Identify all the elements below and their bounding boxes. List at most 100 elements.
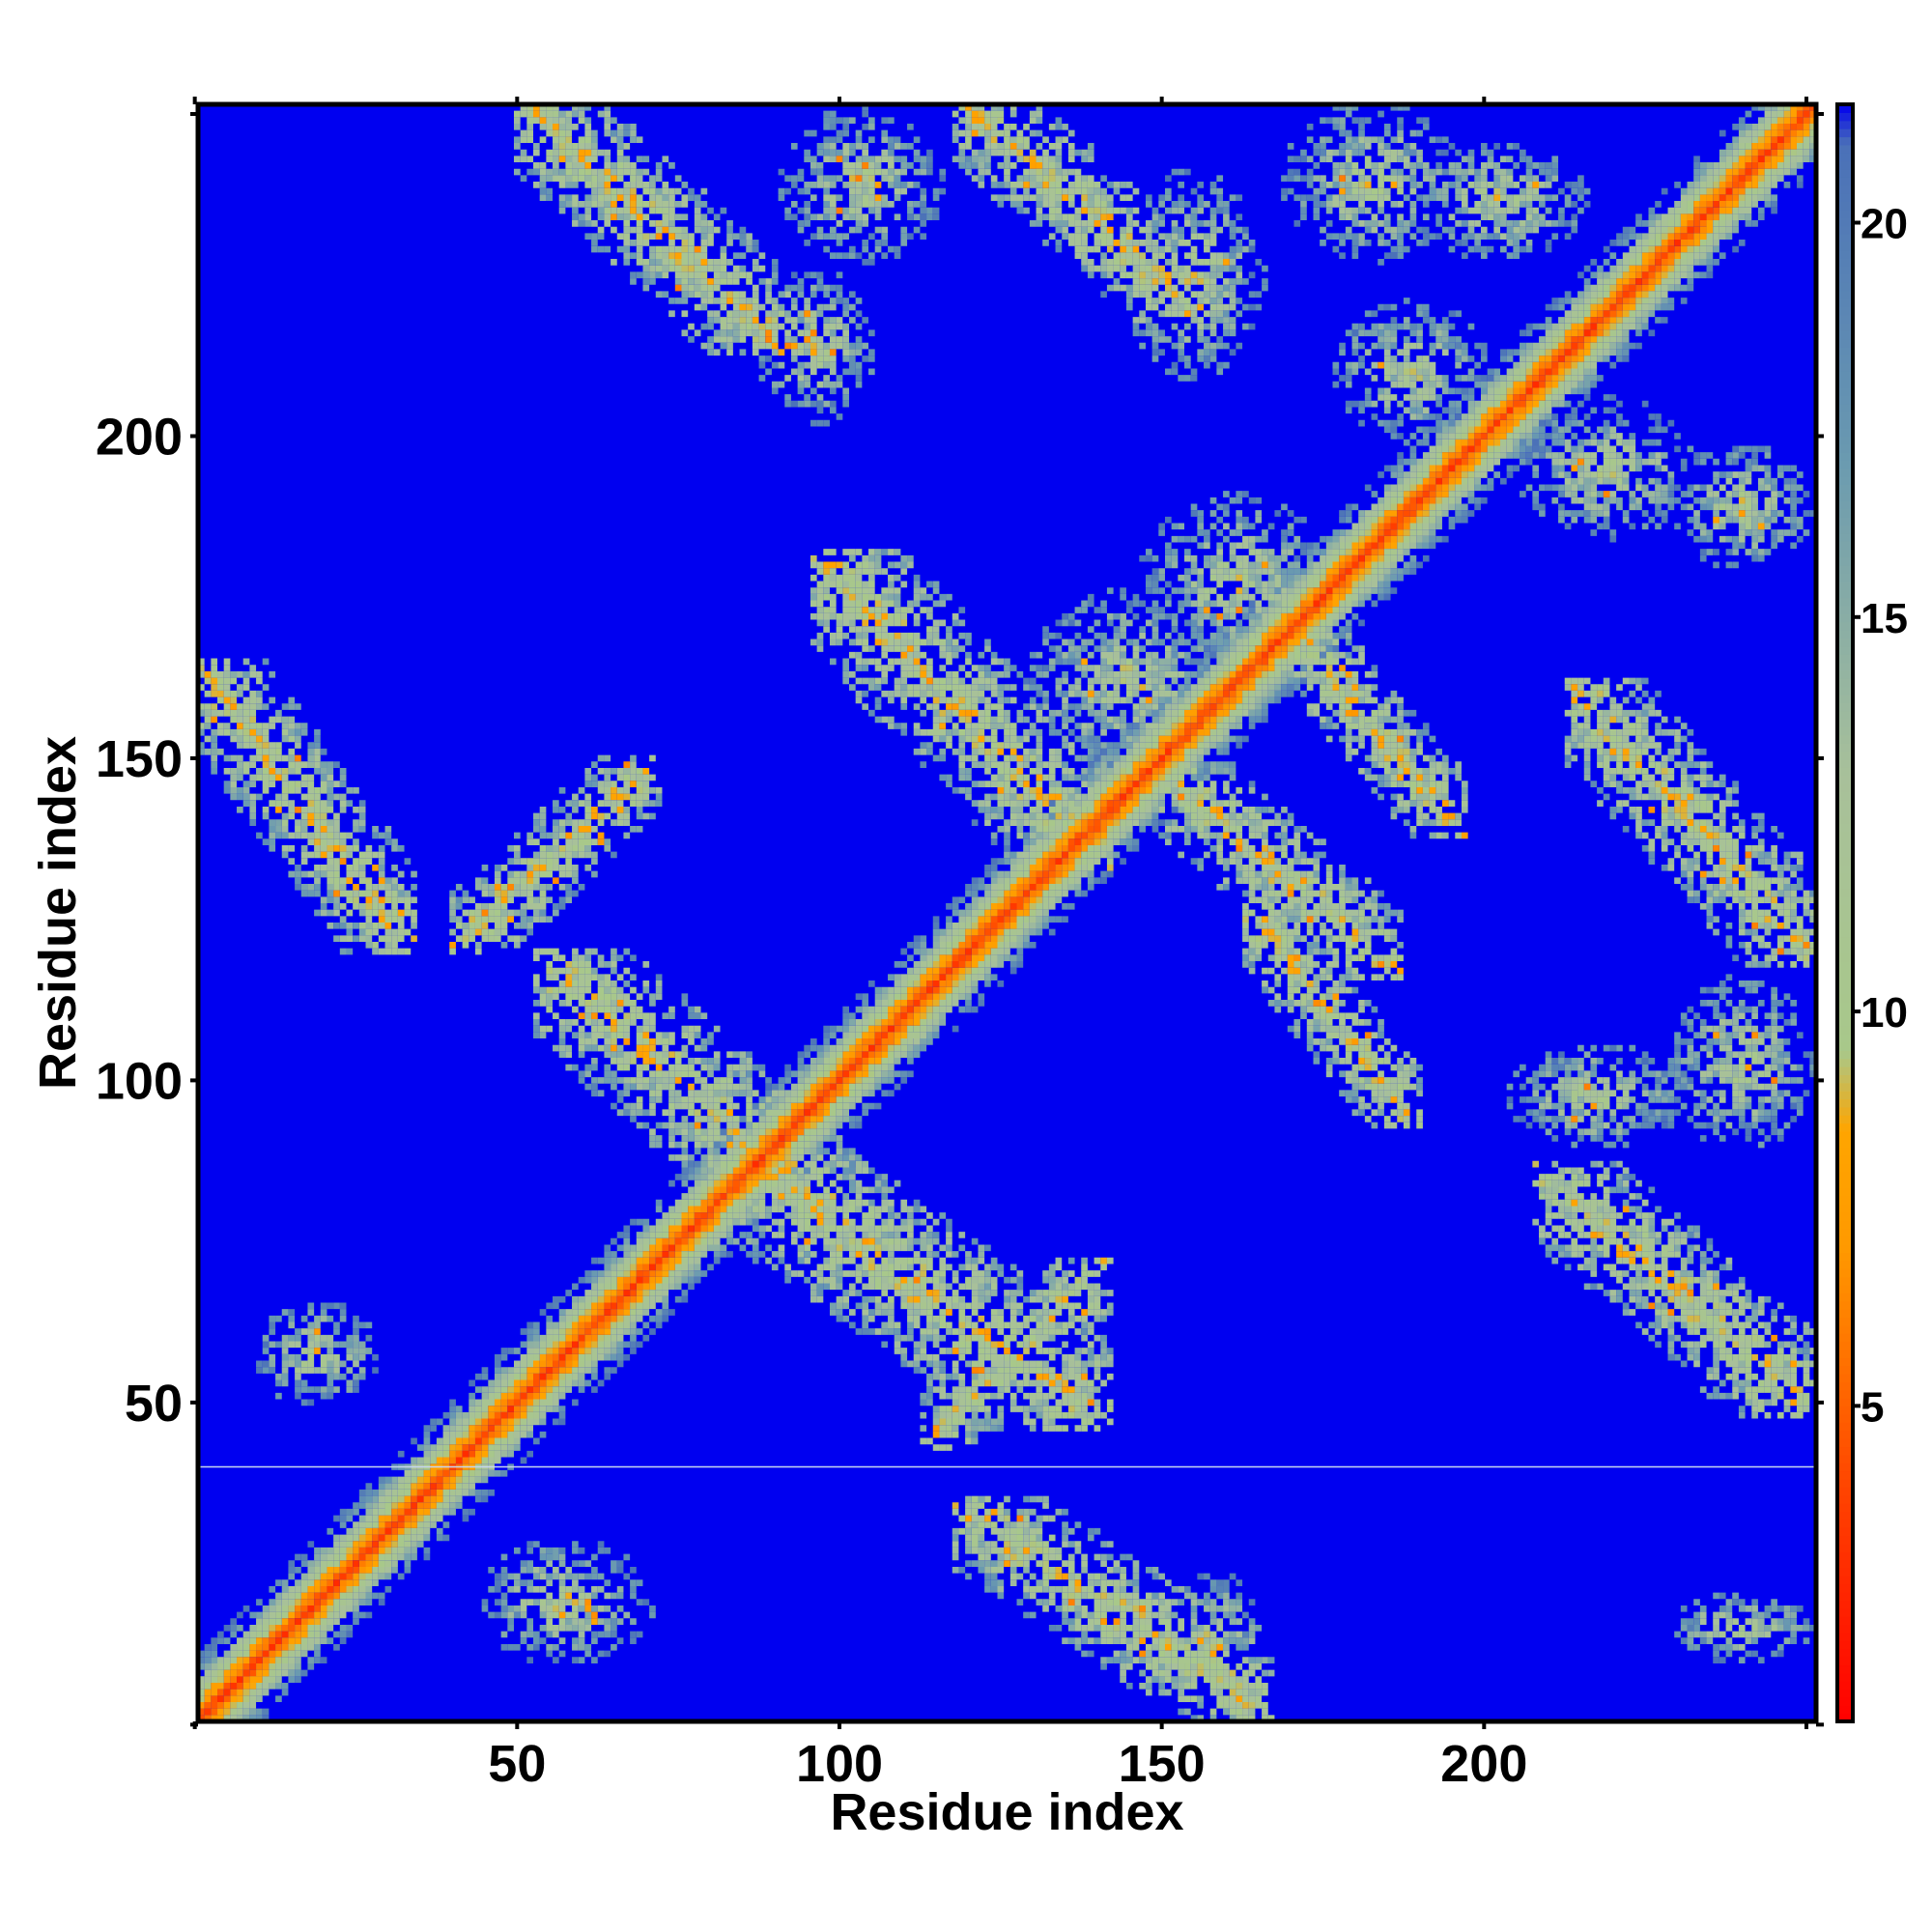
colorbar-segment xyxy=(1837,1195,1853,1205)
colorbar-segment xyxy=(1837,1155,1853,1165)
colorbar-tick-label: 10 xyxy=(1861,989,1908,1037)
colorbar-segment xyxy=(1837,605,1853,614)
colorbar-segment xyxy=(1837,1430,1853,1439)
colorbar-segment xyxy=(1837,872,1853,882)
colorbar-segment xyxy=(1837,1576,1853,1585)
heatmap-cells xyxy=(790,110,1810,1129)
colorbar-segment xyxy=(1837,540,1853,550)
colorbar-segment xyxy=(1837,1672,1853,1682)
colorbar-segment xyxy=(1837,961,1853,971)
colorbar-segment xyxy=(1837,1139,1853,1149)
colorbar-segment xyxy=(1837,549,1853,558)
colorbar-segment xyxy=(1837,1374,1853,1383)
colorbar-segment xyxy=(1837,1002,1853,1011)
colorbar-segment xyxy=(1837,1122,1853,1132)
colorbar-segment xyxy=(1837,403,1853,412)
colorbar-segment xyxy=(1837,451,1853,461)
colorbar-segment xyxy=(1837,1300,1853,1310)
colorbar-segment xyxy=(1837,193,1853,203)
heatmap-cells xyxy=(1693,1315,1700,1322)
colorbar-segment xyxy=(1837,638,1853,647)
colorbar-segment xyxy=(1837,217,1853,227)
colorbar-segment xyxy=(1837,734,1853,744)
colorbar-segment xyxy=(1837,1349,1853,1358)
heatmap-cells xyxy=(739,1141,747,1149)
colorbar-segment xyxy=(1837,1009,1853,1019)
heatmap-cells xyxy=(1629,1257,1636,1264)
colorbar-segment xyxy=(1837,1592,1853,1602)
colorbar-segment xyxy=(1837,1583,1853,1593)
colorbar-segment xyxy=(1837,1648,1853,1658)
colorbar-segment xyxy=(1837,1236,1853,1245)
heatmap-cells xyxy=(984,1585,991,1593)
colorbar-segment xyxy=(1837,225,1853,235)
colorbar-segment xyxy=(1837,355,1853,364)
colorbar-segment xyxy=(1837,767,1853,777)
colorbar-segment xyxy=(1837,1098,1853,1108)
heatmap-cells xyxy=(823,568,830,575)
colorbar-segment xyxy=(1837,1616,1853,1626)
colorbar-segment xyxy=(1837,1664,1853,1674)
colorbar-segment xyxy=(1837,556,1853,566)
heatmap-cells xyxy=(920,1012,927,1020)
colorbar-segment xyxy=(1837,492,1853,501)
colorbar-segment xyxy=(1837,1285,1853,1293)
colorbar-segment xyxy=(1837,1268,1853,1278)
heatmap-cells xyxy=(1067,1406,1075,1412)
heatmap-cells xyxy=(1325,665,1333,671)
colorbar-segment xyxy=(1837,1413,1853,1423)
colorbar-segment xyxy=(1837,1446,1853,1456)
colorbar-segment xyxy=(1837,322,1853,331)
heatmap-cells xyxy=(1042,851,1049,859)
heatmap-cells xyxy=(713,1109,721,1117)
colorbar-segment xyxy=(1837,815,1853,825)
heatmap-cells xyxy=(462,935,469,943)
heatmap-cells xyxy=(1158,271,1165,279)
colorbar-segment xyxy=(1837,1365,1853,1375)
heatmap-cells xyxy=(358,1573,366,1580)
heatmap-cells xyxy=(1435,497,1442,504)
heatmap-cells xyxy=(533,226,1700,1387)
colorbar-segment xyxy=(1837,1494,1853,1504)
heatmap-cells xyxy=(1764,1353,1772,1361)
heatmap-cells xyxy=(211,117,1797,1651)
colorbar-segment xyxy=(1837,201,1853,211)
y-axis-title: Residue index xyxy=(29,736,87,1090)
colorbar-segment xyxy=(1837,330,1853,340)
colorbar-segment xyxy=(1837,1317,1853,1326)
colorbar-segment xyxy=(1837,880,1853,890)
colorbar-segment xyxy=(1837,581,1853,590)
colorbar-segment xyxy=(1837,1463,1853,1472)
colorbar-segment xyxy=(1837,1228,1853,1237)
colorbar-segment xyxy=(1837,758,1853,768)
heatmap-cells xyxy=(211,104,1817,1721)
colorbar-segment xyxy=(1837,848,1853,858)
heatmap-cells xyxy=(700,1193,708,1200)
colorbar-segment xyxy=(1837,1252,1853,1262)
x-ticks: 50 100 150 200 xyxy=(192,97,1808,1793)
heatmap-cells xyxy=(1262,844,1268,852)
heatmap-cells xyxy=(353,1379,359,1387)
colorbar-segment xyxy=(1837,993,1853,1003)
colorbar-segment xyxy=(1837,589,1853,599)
colorbar-segment xyxy=(1837,419,1853,429)
colorbar-segment xyxy=(1837,839,1853,849)
colorbar-segment xyxy=(1837,565,1853,575)
colorbar-segment xyxy=(1837,985,1853,995)
colorbar-segment xyxy=(1837,1204,1853,1213)
x-tick-label: 200 xyxy=(1440,1735,1527,1793)
colorbar-segment xyxy=(1837,443,1853,453)
colorbar-segment xyxy=(1837,1705,1853,1715)
colorbar-segment xyxy=(1837,686,1853,696)
heatmap-cells xyxy=(1409,368,1417,376)
colorbar-segment xyxy=(1837,185,1853,194)
colorbar-segment xyxy=(1837,1260,1853,1269)
colorbar-segment xyxy=(1837,112,1853,122)
y-tick-label: 200 xyxy=(96,408,183,466)
heatmap-cells xyxy=(1274,942,1282,949)
heatmap-layer xyxy=(198,104,1817,1722)
colorbar-segment xyxy=(1837,945,1853,954)
colorbar-segment xyxy=(1837,1293,1853,1302)
colorbar-segment xyxy=(1837,904,1853,914)
